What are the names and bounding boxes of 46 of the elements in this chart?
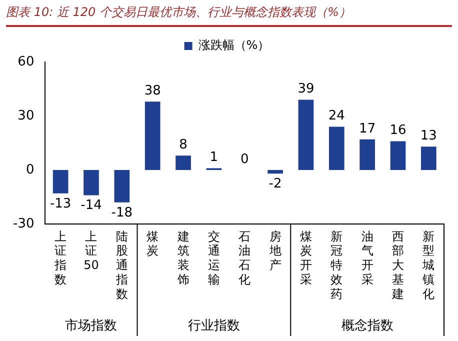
bar (268, 170, 283, 174)
bar (328, 126, 344, 170)
x-tick-label: 新冠特效药 (330, 229, 343, 301)
text: 市场指数 (65, 318, 118, 334)
x-tick-label: 油气开采 (361, 229, 374, 287)
data-label: 8 (179, 137, 188, 152)
data-label: 24 (328, 108, 345, 124)
bar (176, 156, 191, 170)
x-tick-label: 交通运输 (208, 229, 220, 287)
data-label: 38 (144, 83, 161, 98)
bar (360, 139, 375, 170)
bar (420, 146, 436, 170)
x-tick-label: 房地产 (268, 229, 282, 272)
data-label: 17 (359, 121, 376, 136)
data-label: 0 (240, 152, 249, 167)
x-tick-label: 石油石化 (238, 229, 251, 287)
bar (390, 141, 406, 170)
x-tick-label: 陆股通指数 (114, 229, 128, 301)
x-tick-label: 煤炭 (146, 229, 159, 258)
y-tick-label: 0 (26, 162, 34, 178)
bar (114, 170, 130, 202)
x-tick-label: 煤炭开采 (300, 229, 312, 287)
data-label: -14 (80, 198, 102, 214)
legend-label: 涨跌幅（%） (198, 38, 270, 52)
data-label: 1 (210, 150, 218, 166)
data-label: -13 (50, 196, 72, 212)
data-label: 39 (298, 82, 314, 97)
data-label: -18 (111, 205, 133, 220)
data-label: -2 (268, 176, 282, 192)
x-tick-label: 上证50 (84, 229, 99, 272)
bar (144, 102, 160, 170)
chart-title: 图表 10: 近 120 个交易日最优市场、行业与概念指数表现（%） (6, 4, 452, 27)
bar (52, 170, 68, 194)
x-tick-label: 建筑装饰 (176, 229, 190, 287)
bar (84, 170, 99, 196)
text: 行业指数 (188, 318, 240, 334)
x-tick-label: 西部大基建 (390, 229, 404, 301)
y-tick-label: 60 (18, 54, 34, 70)
y-tick-label: 30 (18, 108, 34, 124)
y-tick-label: -30 (13, 216, 34, 232)
x-tick-label: 上证指数 (54, 229, 67, 287)
x-tick-label: 新型城镇化 (422, 229, 435, 301)
data-label: 16 (390, 123, 406, 138)
bar (298, 100, 314, 170)
data-label: 13 (420, 128, 437, 144)
text: 概念指数 (341, 318, 394, 334)
